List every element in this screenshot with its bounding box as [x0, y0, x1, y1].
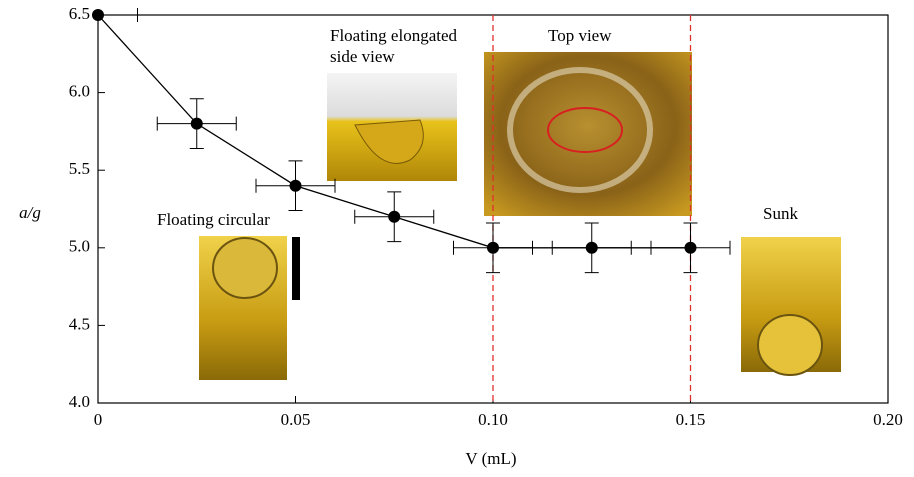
page: {"chart_data": {"type": "line", "x_label… — [0, 0, 914, 477]
droplet — [758, 315, 822, 375]
droplet — [213, 238, 277, 298]
annotation: side view — [330, 47, 395, 66]
data-point — [388, 211, 400, 223]
data-point — [685, 242, 697, 254]
x-tick-label: 0.10 — [478, 410, 508, 429]
data-point — [487, 242, 499, 254]
data-point — [290, 180, 302, 192]
annotation: Floating elongated — [330, 26, 458, 45]
y-tick-label: 4.0 — [69, 392, 90, 411]
data-point — [92, 9, 104, 21]
scale-bar — [292, 237, 300, 300]
x-axis-label: V (mL) — [465, 449, 516, 468]
chart: V (mL) a/g Floating circular Floating el… — [0, 0, 914, 472]
x-tick-label: 0 — [94, 410, 103, 429]
data-point — [586, 242, 598, 254]
y-tick-label: 5.5 — [69, 159, 90, 178]
y-axis-label: a/g — [19, 203, 41, 222]
y-tick-label: 6.5 — [69, 4, 90, 23]
x-tick-label: 0.20 — [873, 410, 903, 429]
inset-photos — [199, 52, 841, 380]
data-point — [191, 118, 203, 130]
y-tick-label: 6.0 — [69, 82, 90, 101]
annotation: Sunk — [763, 204, 798, 223]
x-tick-label: 0.05 — [281, 410, 311, 429]
x-tick-label: 0.15 — [676, 410, 706, 429]
y-tick-label: 4.5 — [69, 314, 90, 333]
annotation: Top view — [548, 26, 612, 45]
y-tick-label: 5.0 — [69, 237, 90, 256]
annotation: Floating circular — [157, 210, 270, 229]
